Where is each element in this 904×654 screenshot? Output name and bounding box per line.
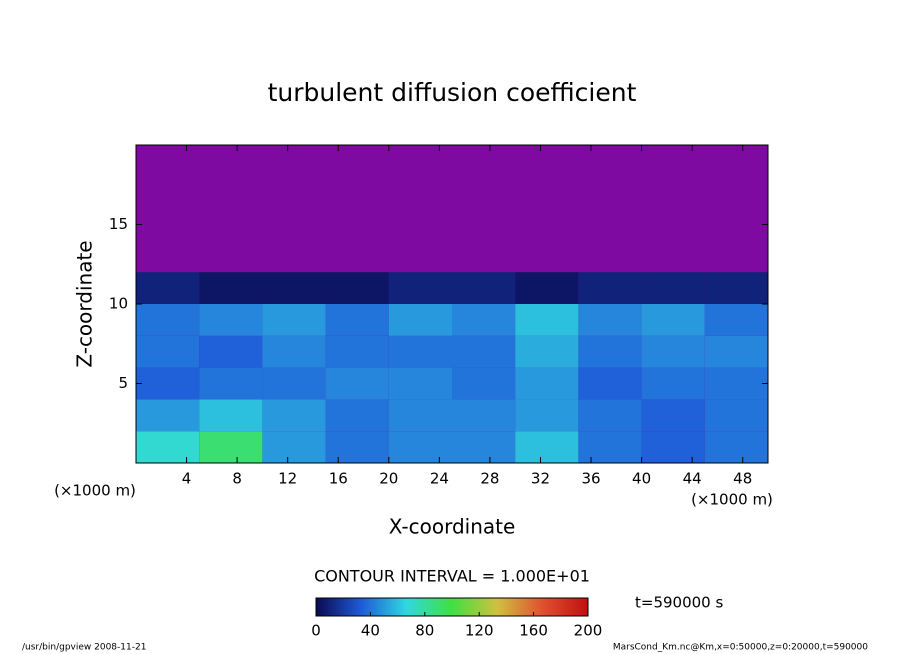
cell — [262, 335, 326, 368]
cell — [515, 399, 579, 432]
cell — [452, 304, 516, 336]
cell — [704, 272, 768, 304]
x-tick-label: 8 — [232, 470, 242, 488]
cell — [641, 431, 705, 463]
x-tick-label: 4 — [182, 470, 192, 488]
cell — [641, 399, 705, 432]
cell — [325, 304, 389, 336]
cell — [199, 272, 263, 304]
cell — [262, 272, 326, 304]
cell — [515, 367, 579, 400]
colorbar — [315, 597, 589, 617]
cell — [452, 335, 516, 368]
x-unit: (×1000 m) — [691, 491, 773, 509]
cell — [452, 367, 516, 400]
cell — [515, 304, 579, 336]
cell — [704, 399, 768, 432]
x-tick-label: 24 — [430, 470, 449, 488]
contour-interval: CONTOUR INTERVAL = 1.000E+01 — [314, 567, 590, 586]
cell — [199, 431, 263, 463]
cell — [578, 335, 642, 368]
cell — [388, 304, 452, 336]
colorbar-tick-label: 160 — [519, 622, 548, 640]
cell — [262, 367, 326, 400]
cell — [452, 431, 516, 463]
cell — [641, 304, 705, 336]
cell — [325, 399, 389, 432]
cell — [515, 431, 579, 463]
cell — [578, 431, 642, 463]
cell — [199, 335, 263, 368]
cell — [136, 399, 200, 432]
cell — [262, 399, 326, 432]
colorbar-tick-label: 120 — [465, 622, 494, 640]
cell — [262, 304, 326, 336]
cell — [515, 335, 579, 368]
cell — [388, 399, 452, 432]
cell — [704, 335, 768, 368]
cell — [452, 399, 516, 432]
cell — [578, 399, 642, 432]
cell — [136, 304, 200, 336]
chart-title: turbulent diffusion coefficient — [268, 78, 637, 107]
cell — [388, 367, 452, 400]
x-tick-label: 48 — [733, 470, 752, 488]
cell — [136, 367, 200, 400]
cell — [641, 272, 705, 304]
time-label: t=590000 s — [635, 594, 723, 612]
footer: /usr/bin/gpview 2008-11-21 — [22, 643, 146, 653]
cell — [136, 335, 200, 368]
x-unit: (×1000 m) — [54, 482, 136, 500]
cell — [136, 431, 200, 463]
cell — [199, 304, 263, 336]
x-tick-label: 12 — [278, 470, 297, 488]
cell — [325, 367, 389, 400]
cell — [704, 304, 768, 336]
cell — [325, 272, 389, 304]
y-tick-label: 15 — [109, 215, 128, 233]
cell — [262, 431, 326, 463]
y-tick-label: 10 — [109, 295, 128, 313]
cell — [578, 272, 642, 304]
footer: MarsCond_Km.nc@Km,x=0:50000,z=0:20000,t=… — [613, 643, 868, 653]
x-tick-label: 20 — [379, 470, 398, 488]
x-tick-label: 40 — [632, 470, 651, 488]
colorbar-tick-label: 80 — [415, 622, 434, 640]
cell — [325, 431, 389, 463]
cell — [515, 272, 579, 304]
cell — [452, 272, 516, 304]
cell — [388, 431, 452, 463]
cell — [578, 367, 642, 400]
cell — [704, 431, 768, 463]
x-tick-label: 36 — [581, 470, 600, 488]
colorbar-tick-label: 0 — [311, 622, 321, 640]
x-tick-label: 44 — [683, 470, 702, 488]
cell — [578, 304, 642, 336]
x-tick-label: 28 — [480, 470, 499, 488]
x-axis-label: X-coordinate — [389, 515, 516, 539]
cell — [199, 399, 263, 432]
cell — [641, 367, 705, 400]
y-tick-label: 5 — [118, 374, 128, 392]
cell — [704, 367, 768, 400]
x-tick-label: 32 — [531, 470, 550, 488]
cell — [641, 335, 705, 368]
colorbar-tick-label: 200 — [574, 622, 603, 640]
cell — [388, 335, 452, 368]
cell — [325, 335, 389, 368]
cell — [136, 272, 200, 304]
cell — [388, 272, 452, 304]
cell — [199, 367, 263, 400]
colorbar-tick-label: 40 — [361, 622, 380, 640]
y-axis-label: Z-coordinate — [73, 240, 97, 367]
x-tick-label: 16 — [329, 470, 348, 488]
